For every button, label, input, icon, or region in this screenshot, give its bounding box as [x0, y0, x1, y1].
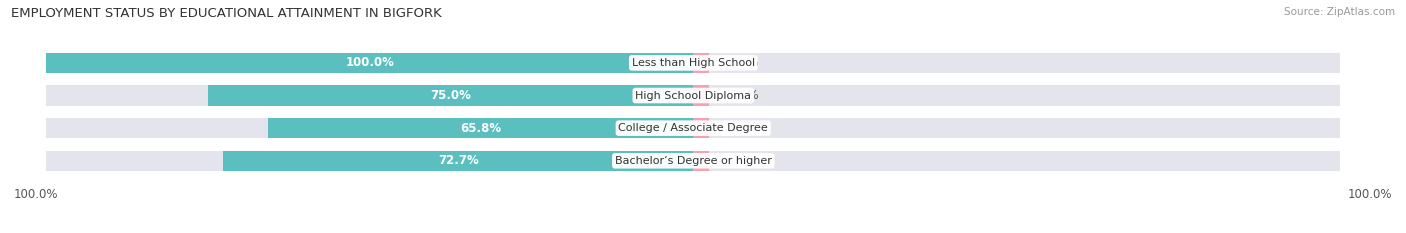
Text: Bachelor’s Degree or higher: Bachelor’s Degree or higher: [614, 156, 772, 166]
Bar: [693, 118, 1340, 138]
Bar: [46, 53, 693, 73]
Text: EMPLOYMENT STATUS BY EDUCATIONAL ATTAINMENT IN BIGFORK: EMPLOYMENT STATUS BY EDUCATIONAL ATTAINM…: [11, 7, 441, 20]
Bar: [208, 86, 693, 106]
Text: 0.0%: 0.0%: [728, 89, 758, 102]
Text: 0.0%: 0.0%: [728, 56, 758, 69]
Text: 100.0%: 100.0%: [346, 56, 394, 69]
Bar: [693, 53, 710, 73]
Bar: [693, 118, 710, 138]
Bar: [46, 53, 693, 73]
Bar: [267, 118, 693, 138]
Bar: [224, 151, 693, 171]
Bar: [693, 53, 1340, 73]
Text: High School Diploma: High School Diploma: [636, 91, 751, 100]
Text: 0.0%: 0.0%: [728, 122, 758, 135]
Text: Less than High School: Less than High School: [631, 58, 755, 68]
Text: 100.0%: 100.0%: [14, 188, 59, 202]
Text: 0.0%: 0.0%: [728, 154, 758, 167]
Bar: [693, 151, 1340, 171]
Bar: [693, 151, 710, 171]
Text: 65.8%: 65.8%: [460, 122, 501, 135]
Text: 100.0%: 100.0%: [1347, 188, 1392, 202]
Text: 75.0%: 75.0%: [430, 89, 471, 102]
Bar: [46, 151, 693, 171]
Bar: [693, 86, 710, 106]
Text: Source: ZipAtlas.com: Source: ZipAtlas.com: [1284, 7, 1395, 17]
Legend: In Labor Force, Unemployed: In Labor Force, Unemployed: [583, 229, 823, 233]
Bar: [693, 86, 1340, 106]
Text: 72.7%: 72.7%: [437, 154, 478, 167]
Text: College / Associate Degree: College / Associate Degree: [619, 123, 768, 133]
Bar: [46, 86, 693, 106]
Bar: [46, 118, 693, 138]
